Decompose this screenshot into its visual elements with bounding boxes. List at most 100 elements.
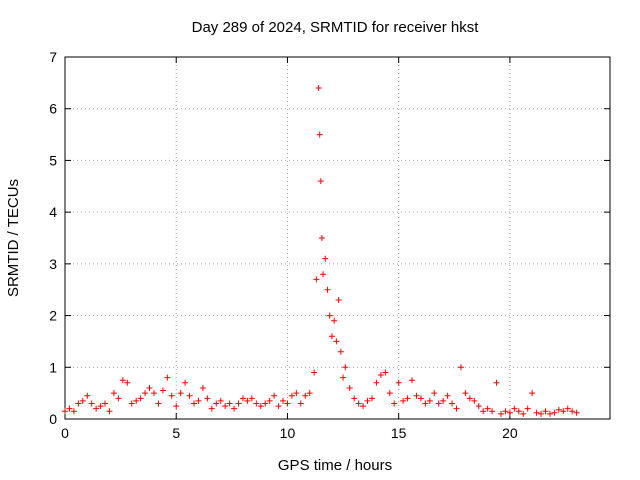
data-point <box>342 364 349 371</box>
data-point <box>462 390 469 397</box>
grid-lines <box>65 57 610 419</box>
data-point <box>313 276 320 283</box>
data-point <box>204 395 211 402</box>
data-point <box>119 377 126 384</box>
data-point <box>515 408 522 415</box>
data-point <box>248 395 255 402</box>
data-point <box>511 405 518 412</box>
data-point <box>244 397 251 404</box>
data-point <box>368 395 375 402</box>
data-point <box>444 392 451 399</box>
data-point <box>173 403 180 410</box>
data-point <box>297 400 304 407</box>
data-point <box>431 390 438 397</box>
data-point <box>502 408 509 415</box>
data-point <box>315 85 322 92</box>
x-tick-label: 10 <box>280 425 296 441</box>
data-point <box>351 395 358 402</box>
y-tick-label: 6 <box>49 101 57 117</box>
data-point <box>97 403 104 410</box>
data-point <box>317 178 324 185</box>
data-point <box>280 397 286 404</box>
x-axis-label: GPS time / hours <box>278 457 392 474</box>
data-point <box>293 390 300 397</box>
data-point <box>302 392 309 399</box>
data-point <box>453 405 460 412</box>
data-point <box>475 403 482 410</box>
x-tick-label: 5 <box>172 425 180 441</box>
data-point <box>226 400 233 407</box>
data-point <box>340 374 347 381</box>
data-point <box>182 379 189 386</box>
x-tick-label: 15 <box>391 425 407 441</box>
data-point <box>213 400 220 407</box>
data-point <box>320 271 327 278</box>
y-axis: 0 1 2 3 4 5 6 7 <box>49 49 610 427</box>
data-point <box>168 392 175 399</box>
data-point <box>373 379 380 386</box>
x-tick-label: 20 <box>502 425 518 441</box>
data-point <box>520 410 527 417</box>
data-point <box>542 408 549 415</box>
data-point <box>155 400 162 407</box>
data-point <box>217 397 224 404</box>
data-point <box>124 379 131 386</box>
data-point <box>133 397 140 404</box>
data-point <box>386 390 393 397</box>
data-point <box>239 395 246 402</box>
data-point <box>440 397 447 404</box>
data-point <box>413 392 420 399</box>
data-point <box>102 400 109 407</box>
data-point <box>257 403 264 410</box>
data-point <box>142 390 149 397</box>
data-point <box>409 377 416 384</box>
data-point <box>524 405 531 412</box>
data-point <box>316 131 323 138</box>
y-axis-label: SRMTID / TECUs <box>5 179 22 297</box>
data-point <box>404 395 411 402</box>
data-point <box>506 409 513 416</box>
data-point <box>115 395 122 402</box>
data-point <box>88 400 95 407</box>
data-point <box>191 400 198 407</box>
data-point <box>150 390 157 397</box>
data-point <box>222 403 229 410</box>
data-point <box>426 397 433 404</box>
data-point <box>493 379 500 386</box>
data-point <box>306 390 313 397</box>
data-point <box>560 408 567 415</box>
data-point <box>235 400 242 407</box>
data-point <box>271 392 278 399</box>
data-point <box>364 397 371 404</box>
x-axis: 0 5 10 15 20 <box>61 57 518 441</box>
y-tick-label: 4 <box>49 204 57 220</box>
data-point <box>186 392 193 399</box>
data-point <box>489 408 496 415</box>
data-point <box>377 372 384 379</box>
y-tick-label: 3 <box>49 256 57 272</box>
data-point <box>417 395 424 402</box>
data-point <box>538 410 545 417</box>
data-point <box>110 390 117 397</box>
data-point <box>318 235 325 241</box>
data-point <box>466 395 473 402</box>
data-point <box>546 410 553 417</box>
data-points <box>62 85 580 417</box>
data-point <box>275 403 282 410</box>
data-point <box>331 317 338 324</box>
plot-frame <box>64 56 611 420</box>
data-point <box>551 409 558 416</box>
data-point <box>177 390 184 397</box>
data-point <box>449 400 456 407</box>
data-point <box>484 405 491 412</box>
data-point <box>337 348 344 355</box>
data-point <box>498 410 504 417</box>
data-point <box>231 405 238 412</box>
data-point <box>128 400 135 407</box>
y-tick-label: 2 <box>49 308 57 324</box>
data-point <box>569 408 576 415</box>
data-point <box>422 400 429 407</box>
data-point <box>164 374 171 381</box>
data-point <box>435 400 442 407</box>
